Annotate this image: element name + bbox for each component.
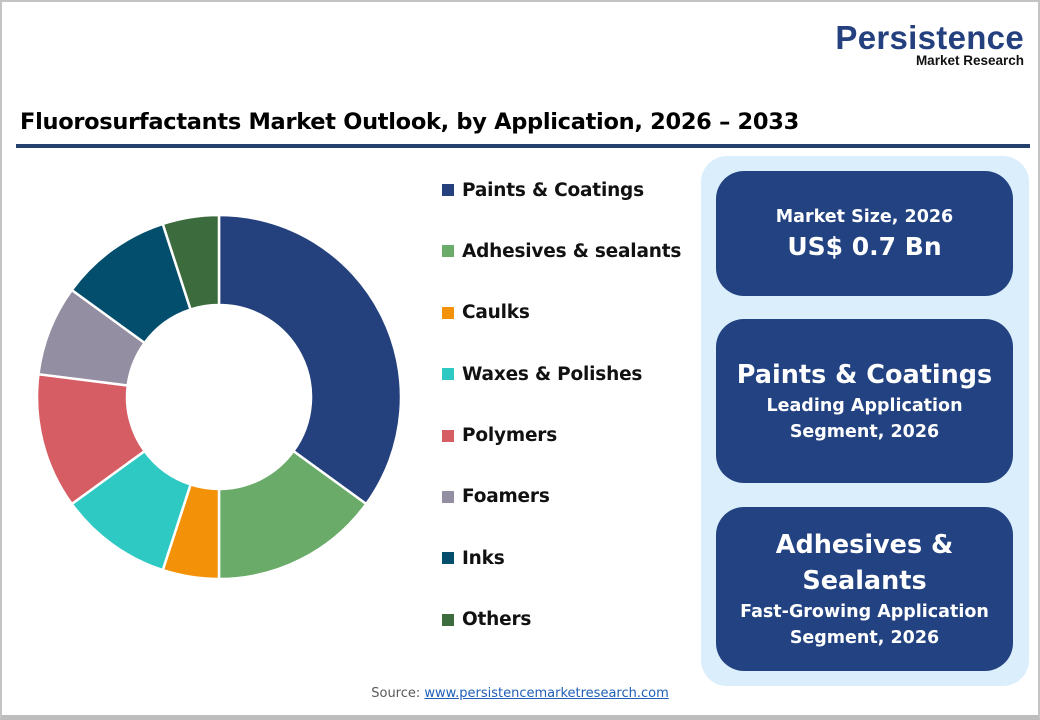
legend-swatch-icon <box>442 490 454 503</box>
legend-item: Polymers <box>442 424 681 448</box>
legend-item: Waxes & Polishes <box>442 362 681 386</box>
legend-swatch-icon <box>442 306 454 319</box>
source-link[interactable]: www.persistencemarketresearch.com <box>424 686 669 701</box>
legend-item: Adhesives & sealants <box>442 239 681 263</box>
donut-chart <box>37 215 401 579</box>
chart-legend: Paints & Coatings Adhesives & sealants Cau… <box>442 178 681 669</box>
legend-label: Adhesives & sealants <box>462 240 682 262</box>
donut-slice <box>217 449 368 579</box>
source-prefix: Source: <box>371 686 425 701</box>
leading-segment-line1: Leading Application <box>766 396 963 416</box>
legend-label: Waxes & Polishes <box>462 363 643 385</box>
fastest-segment-line2: Segment, 2026 <box>789 628 940 648</box>
legend-swatch-icon <box>442 368 454 381</box>
leading-segment-title: Paints & Coatings <box>736 360 993 390</box>
legend-label: Foamers <box>462 486 550 508</box>
leading-segment-card: Paints & Coatings Leading Application Se… <box>716 319 1013 483</box>
legend-swatch-icon <box>442 429 454 442</box>
logo-main-text: Persistence <box>835 19 1024 56</box>
legend-item: Others <box>442 608 681 632</box>
fastest-segment-line1: Fast-Growing Application <box>740 602 989 622</box>
legend-item: Caulks <box>442 301 681 325</box>
title-underline <box>16 144 1030 148</box>
leading-segment-line2: Segment, 2026 <box>789 422 940 442</box>
legend-swatch-icon <box>442 552 454 565</box>
fastest-segment-title-1: Adhesives & <box>775 530 954 560</box>
donut-slice <box>161 215 221 312</box>
chart-title: Fluorosurfactants Market Outlook, by App… <box>20 109 799 135</box>
source-note: Source: www.persistencemarketresearch.co… <box>0 686 1040 701</box>
legend-label: Polymers <box>462 425 558 447</box>
fastest-segment-card: Adhesives & Sealants Fast-Growing Applic… <box>716 507 1013 671</box>
market-size-value: US$ 0.7 Bn <box>787 232 942 261</box>
legend-label: Inks <box>462 547 505 569</box>
market-size-label: Market Size, 2026 <box>775 207 954 227</box>
logo-sub-text: Market Research <box>915 53 1024 68</box>
legend-label: Caulks <box>462 302 530 324</box>
market-size-card: Market Size, 2026 US$ 0.7 Bn <box>716 171 1013 296</box>
legend-item: Foamers <box>442 485 681 509</box>
fastest-segment-title-2: Sealants <box>802 566 927 596</box>
legend-swatch-icon <box>442 184 454 196</box>
legend-label: Paints & Coatings <box>462 179 644 201</box>
legend-item: Inks <box>442 546 681 570</box>
legend-label: Others <box>462 609 532 631</box>
legend-swatch-icon <box>442 613 454 626</box>
legend-swatch-icon <box>442 245 454 258</box>
persistence-logo: Persistence Market Research <box>835 19 1024 68</box>
donut-slice <box>217 215 401 506</box>
legend-item: Paints & Coatings <box>442 178 681 202</box>
